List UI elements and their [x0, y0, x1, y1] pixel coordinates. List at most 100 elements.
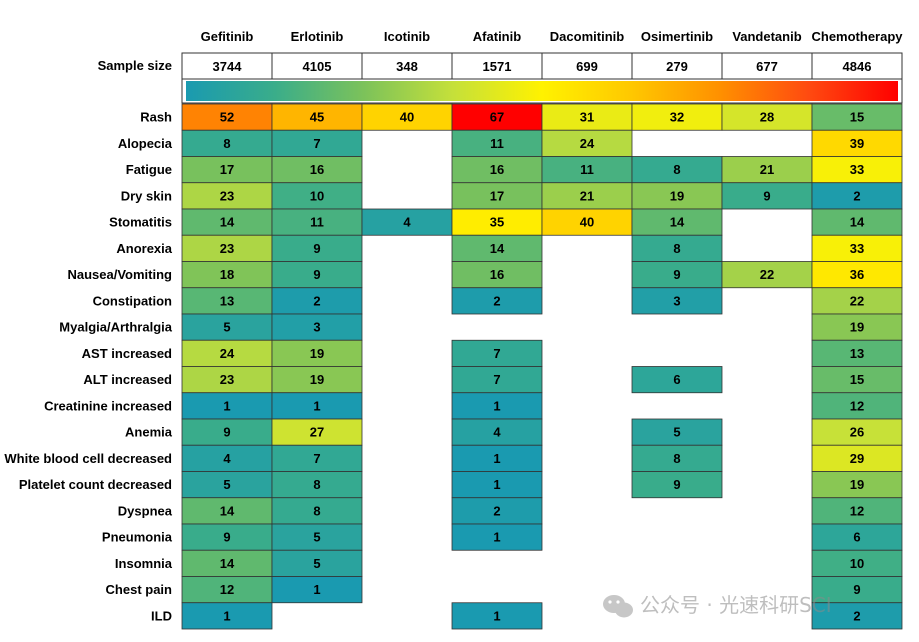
cell-value: 19 — [850, 477, 864, 492]
heatmap-cell — [271, 392, 363, 420]
heatmap-cell — [631, 234, 723, 262]
cell-value: 14 — [220, 556, 235, 571]
cell-value: 14 — [220, 503, 235, 518]
heatmap-cell — [451, 471, 543, 499]
cell-value: 8 — [673, 241, 680, 256]
cell-value: 17 — [220, 162, 234, 177]
watermark-text: 公众号 · 光速科研SCI — [640, 593, 832, 617]
heatmap-cell — [811, 234, 903, 262]
sample-size-cell — [811, 52, 903, 80]
cell-value: 29 — [850, 451, 864, 466]
row-label: AST increased — [82, 346, 172, 361]
heatmap-cell — [271, 366, 363, 394]
heatmap-cell — [811, 287, 903, 315]
cell-value: 5 — [223, 477, 230, 492]
heatmap-cell — [451, 523, 543, 551]
sample-size-value: 348 — [396, 59, 418, 74]
cell-value: 1 — [493, 608, 500, 623]
heatmap-cell — [811, 392, 903, 420]
row-label: White blood cell decreased — [4, 451, 172, 466]
heatmap-cell — [181, 129, 273, 157]
cell-value: 22 — [760, 267, 774, 282]
heatmap-cell — [811, 103, 903, 131]
cell-value: 23 — [220, 188, 234, 203]
cell-value: 8 — [313, 503, 320, 518]
column-header: Osimertinib — [641, 29, 713, 44]
cell-value: 6 — [853, 530, 860, 545]
heatmap-cell — [811, 523, 903, 551]
cell-value: 2 — [853, 608, 860, 623]
row-label: Alopecia — [118, 136, 173, 151]
cell-value: 7 — [313, 136, 320, 151]
cell-value: 21 — [580, 188, 594, 203]
cell-value: 4 — [223, 451, 231, 466]
row-label: Platelet count decreased — [19, 477, 172, 492]
sample-size-value: 4105 — [303, 59, 332, 74]
heatmap-cell — [271, 234, 363, 262]
cell-value: 40 — [580, 215, 594, 230]
heatmap-cell — [541, 208, 633, 236]
row-label: Chest pain — [106, 582, 173, 597]
heatmap-cell — [271, 313, 363, 341]
heatmap-cell — [181, 602, 273, 630]
cell-value: 14 — [850, 215, 865, 230]
cell-value: 14 — [220, 215, 235, 230]
cell-value: 22 — [850, 293, 864, 308]
row-label: Anorexia — [116, 241, 172, 256]
column-header: Afatinib — [473, 29, 521, 44]
cell-value: 5 — [673, 425, 680, 440]
cell-value: 1 — [493, 477, 500, 492]
heatmap-cell — [451, 208, 543, 236]
heatmap-cell — [181, 366, 273, 394]
cell-value: 9 — [673, 477, 680, 492]
heatmap-cell — [541, 103, 633, 131]
heatmap-cell — [271, 182, 363, 210]
cell-value: 13 — [850, 346, 864, 361]
cell-value: 31 — [580, 110, 594, 125]
heatmap-cell — [181, 261, 273, 289]
cell-value: 32 — [670, 110, 684, 125]
heatmap-cell — [271, 523, 363, 551]
heatmap-cell — [721, 156, 813, 184]
cell-value: 15 — [850, 372, 864, 387]
cell-value: 45 — [310, 110, 324, 125]
cell-value: 12 — [220, 582, 234, 597]
watermark: 公众号 · 光速科研SCI — [603, 593, 832, 618]
heatmap-cell — [361, 208, 453, 236]
cell-value: 2 — [493, 503, 500, 518]
cell-value: 6 — [673, 372, 680, 387]
cell-value: 1 — [313, 398, 320, 413]
cell-value: 27 — [310, 425, 324, 440]
heatmap-cell — [271, 471, 363, 499]
heatmap-cell — [181, 444, 273, 472]
sample-size-cell — [271, 52, 363, 80]
heatmap-cell — [811, 444, 903, 472]
heatmap-cell — [811, 129, 903, 157]
heatmap-cell — [271, 549, 363, 577]
wechat-icon — [603, 595, 633, 618]
heatmap-cell — [811, 156, 903, 184]
legend-gradient — [186, 81, 898, 101]
row-label: Anemia — [125, 425, 173, 440]
cell-value: 9 — [313, 267, 320, 282]
column-header: Chemotherapy — [811, 29, 903, 44]
heatmap-cell — [811, 261, 903, 289]
heatmap-cell — [451, 602, 543, 630]
heatmap-cell — [811, 182, 903, 210]
cell-value: 16 — [490, 267, 504, 282]
cell-value: 3 — [313, 320, 320, 335]
heatmap-cell — [811, 549, 903, 577]
cell-value: 2 — [493, 293, 500, 308]
row-label: Nausea/Vomiting — [67, 267, 172, 282]
cell-value: 9 — [763, 188, 770, 203]
cell-value: 67 — [490, 110, 504, 125]
heatmap-cell — [181, 103, 273, 131]
cell-value: 7 — [313, 451, 320, 466]
cell-value: 35 — [490, 215, 504, 230]
heatmap-cell — [811, 418, 903, 446]
row-label: Pneumonia — [102, 530, 173, 545]
cell-value: 12 — [850, 503, 864, 518]
heatmap-cell — [451, 287, 543, 315]
row-label: Rash — [140, 110, 172, 125]
heatmap-cell — [541, 129, 633, 157]
